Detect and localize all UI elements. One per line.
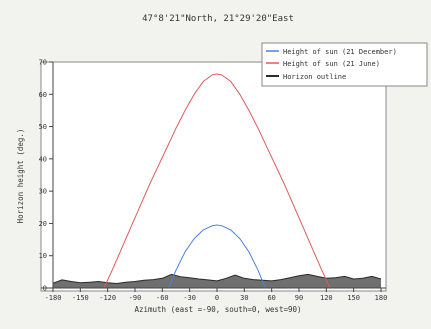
series-june-line <box>103 73 331 289</box>
y-tick-label: 10 <box>39 252 47 260</box>
y-tick-label: 30 <box>39 188 47 196</box>
legend-box <box>261 42 428 87</box>
x-tick-label: 90 <box>295 294 303 302</box>
series-horizon-outline <box>52 273 382 284</box>
legend-label-june: Height of sun (21 June) <box>283 60 380 68</box>
x-tick-label: 0 <box>215 294 219 302</box>
x-tick-label: 180 <box>375 294 388 302</box>
y-tick-label: 60 <box>39 91 47 99</box>
x-tick-label: 30 <box>240 294 248 302</box>
plot-area <box>40 61 387 292</box>
y-tick-label: 20 <box>39 220 47 228</box>
y-tick-label: 50 <box>39 123 47 131</box>
series-december-line <box>168 224 266 289</box>
legend-label-horizon: Horizon outline <box>283 73 346 81</box>
x-tick-label: -30 <box>183 294 196 302</box>
y-tick-label: 70 <box>39 59 47 67</box>
x-axis-label: Azimuth (east =-90, south=0, west=90) <box>134 305 301 314</box>
legend-label-december: Height of sun (21 December) <box>283 48 397 56</box>
x-axis-ticks: -180 -150 -120 -90 -60 -30 0 30 60 90 120 150 180 <box>45 288 388 302</box>
x-tick-label: 150 <box>347 294 360 302</box>
chart-title: 47°8'21"North, 21°29'20"East <box>142 14 294 24</box>
y-tick-label: 0 <box>43 285 47 293</box>
x-tick-label: 120 <box>320 294 333 302</box>
y-axis-ticks: 0 10 20 30 40 50 60 70 <box>39 59 53 293</box>
x-tick-label: -60 <box>156 294 169 302</box>
y-tick-label: 40 <box>39 155 47 163</box>
series-layer <box>52 73 382 289</box>
x-tick-label: 60 <box>267 294 275 302</box>
x-tick-label: -150 <box>72 294 89 302</box>
legend: Height of sun (21 December) Height of su… <box>261 42 428 87</box>
x-tick-label: -120 <box>99 294 116 302</box>
x-tick-label: -180 <box>45 294 62 302</box>
x-tick-label: -90 <box>129 294 142 302</box>
y-axis-label: Horizon height (deg.) <box>16 129 25 224</box>
